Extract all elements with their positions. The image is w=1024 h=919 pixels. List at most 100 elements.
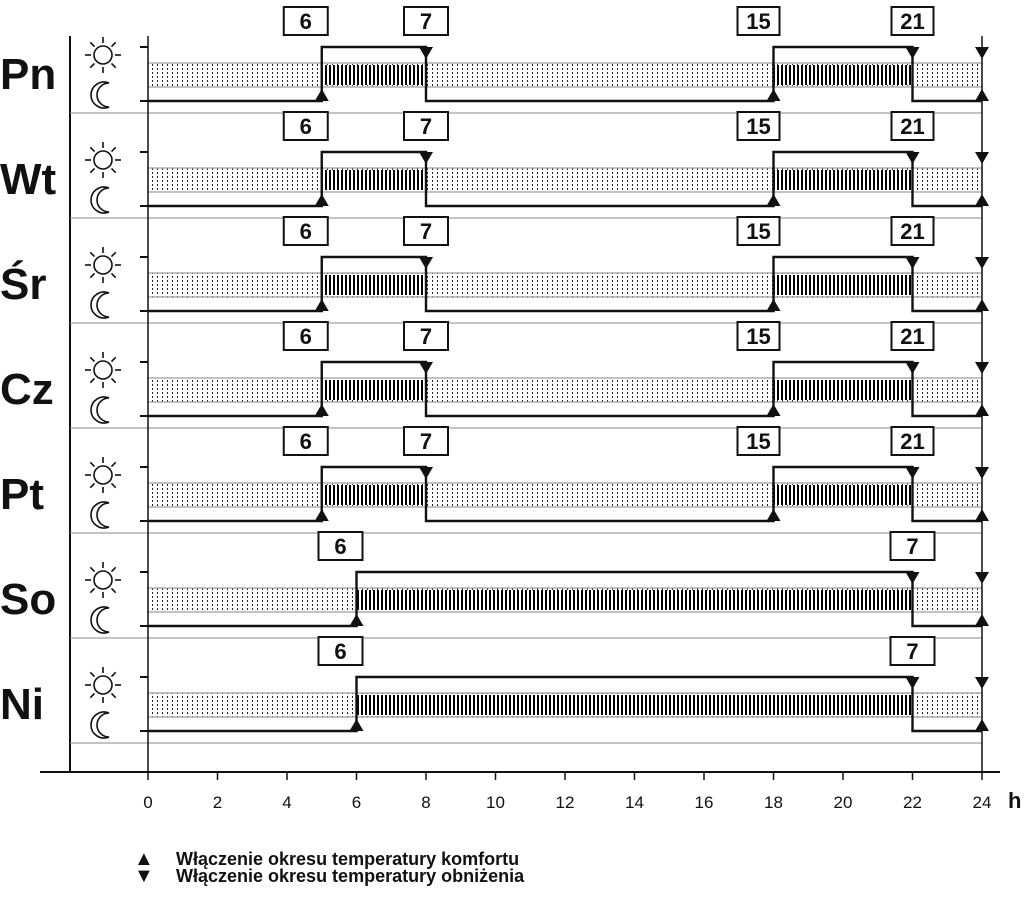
time-box-label: 21 [900, 9, 924, 34]
moon-icon [90, 711, 110, 739]
axis-tick-label: 18 [764, 793, 783, 812]
sun-icon [85, 667, 121, 703]
day-label: Pn [0, 50, 56, 99]
moon-icon [90, 81, 110, 109]
axis-tick-label: 24 [973, 793, 992, 812]
day-row: Ni 6 7 [0, 636, 989, 744]
schedule-waveform [148, 255, 982, 313]
time-box [890, 321, 935, 351]
day-label: Śr [0, 259, 46, 309]
axis-tick-label: 14 [625, 793, 644, 812]
axis-tick-label: 12 [556, 793, 575, 812]
comfort-marker [349, 719, 364, 731]
comfort-marker [766, 194, 781, 206]
time-box-label: 21 [900, 324, 924, 349]
time-box [317, 531, 364, 561]
sun-icon [85, 37, 121, 73]
time-box [736, 216, 781, 246]
sun-icon [85, 457, 121, 493]
comfort-band [773, 485, 913, 505]
axis-tick-label: 8 [421, 793, 430, 812]
time-box [403, 216, 449, 246]
sun-icon [85, 352, 121, 388]
comfort-band [773, 275, 913, 295]
sun-icon [85, 247, 121, 283]
moon-icon [90, 186, 110, 214]
comfort-marker [766, 509, 781, 521]
axis-tick-label: 0 [143, 793, 152, 812]
time-box-label: 21 [900, 429, 924, 454]
day-label: Pt [0, 470, 44, 519]
sun-icon [85, 562, 121, 598]
axis-tick-label: 10 [486, 793, 505, 812]
time-box [282, 111, 329, 141]
axis-tick-label: 6 [352, 793, 361, 812]
time-box-label: 6 [300, 114, 312, 139]
axis-tick-label: 16 [695, 793, 714, 812]
day-label: So [0, 575, 56, 624]
schedule-waveform [148, 45, 982, 103]
axis-tick-label: 2 [213, 793, 222, 812]
legend-setback: ▼ Włączenie okresu temperatury obniżenia [134, 865, 524, 888]
comfort-band [773, 65, 913, 85]
schedule-waveform [148, 150, 982, 208]
time-box [890, 111, 935, 141]
time-box-label: 7 [420, 219, 432, 244]
day-row: So 6 7 [0, 531, 989, 639]
moon-icon [90, 396, 110, 424]
time-box-label: 15 [746, 219, 770, 244]
time-box [403, 6, 449, 36]
axis-unit-label: h [1008, 788, 1021, 813]
comfort-band [321, 170, 426, 190]
triangle-down-icon: ▼ [134, 865, 154, 887]
axis-tick-label: 20 [834, 793, 853, 812]
time-box-label: 15 [746, 429, 770, 454]
comfort-marker [766, 89, 781, 101]
time-box-label: 7 [906, 534, 918, 559]
schedule-waveform [148, 465, 982, 523]
setback-marker [905, 572, 920, 584]
time-box-label: 15 [746, 324, 770, 349]
time-box [282, 216, 329, 246]
moon-icon [90, 501, 110, 529]
comfort-band [321, 65, 426, 85]
day-rows: Pn 6 7 15 21 Wt 6 7 15 21 Śr 6 7 15 21 Cz 6 7 15 21 Pt 6 7 15 21… [0, 6, 989, 744]
time-box-label: 6 [334, 534, 346, 559]
time-box [317, 636, 364, 666]
time-box [282, 426, 329, 456]
day-row: Pn 6 7 15 21 [0, 6, 989, 114]
setback-marker [419, 362, 433, 374]
comfort-band [321, 485, 426, 505]
comfort-marker [314, 299, 329, 311]
time-box-label: 7 [420, 324, 432, 349]
time-box [403, 111, 449, 141]
time-box [282, 6, 329, 36]
axis-tick-label: 22 [903, 793, 922, 812]
time-box-label: 6 [334, 639, 346, 664]
time-box-label: 7 [420, 429, 432, 454]
setback-marker [419, 47, 433, 59]
comfort-band [356, 695, 913, 715]
setback-marker [905, 467, 920, 479]
time-box [736, 426, 781, 456]
comfort-marker [766, 299, 781, 311]
setback-marker [905, 677, 920, 689]
day-row: Cz 6 7 15 21 [0, 321, 989, 429]
time-box [890, 6, 935, 36]
setback-marker [905, 362, 920, 374]
time-box [403, 321, 449, 351]
time-box-label: 6 [300, 429, 312, 454]
time-box-label: 6 [300, 324, 312, 349]
comfort-marker [349, 614, 364, 626]
setback-marker [905, 257, 920, 269]
time-box [736, 321, 781, 351]
schedule-waveform [148, 360, 982, 418]
setback-marker [419, 257, 433, 269]
comfort-band [773, 170, 913, 190]
time-box [890, 426, 935, 456]
day-row: Śr 6 7 15 21 [0, 216, 989, 324]
comfort-band [321, 275, 426, 295]
day-label: Wt [0, 155, 57, 204]
comfort-band [321, 380, 426, 400]
